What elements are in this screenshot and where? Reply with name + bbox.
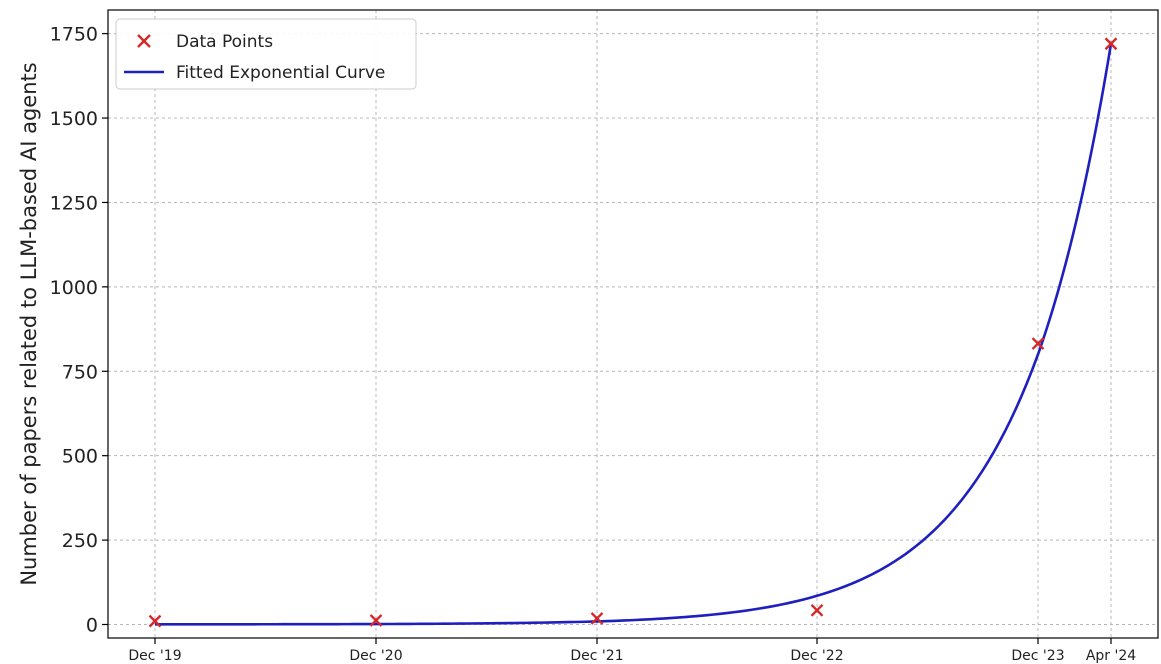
data-point — [1104, 37, 1118, 51]
y-tick-label: 0 — [86, 614, 98, 636]
y-axis-label: Number of papers related to LLM-based AI… — [17, 62, 41, 585]
y-tick-label: 500 — [62, 446, 98, 468]
fitted-curve-layer — [155, 43, 1113, 626]
data-point — [810, 603, 824, 617]
y-tick-label: 1000 — [50, 277, 98, 299]
legend-label-data-points: Data Points — [176, 32, 273, 52]
x-tick-label: Dec '20 — [349, 648, 402, 664]
x-tick-label: Dec '22 — [790, 648, 843, 664]
x-tick-label: Dec '19 — [128, 648, 181, 664]
y-tick-label: 750 — [62, 361, 98, 383]
y-tick-label: 1750 — [50, 24, 98, 46]
data-point — [148, 614, 162, 628]
data-point — [590, 612, 604, 625]
legend: Data Points Fitted Exponential Curve — [115, 18, 417, 90]
x-tick-label: Apr '24 — [1086, 648, 1136, 664]
y-tick-label: 1500 — [50, 108, 98, 130]
plot-frame — [107, 9, 1159, 639]
data-point — [1031, 337, 1045, 350]
data-point — [369, 614, 383, 627]
y-tick-label: 1250 — [50, 192, 98, 214]
y-tick-label: 250 — [62, 530, 98, 552]
legend-label-fitted-curve: Fitted Exponential Curve — [176, 63, 385, 83]
legend-marker-data-points — [137, 34, 151, 48]
y-axis: 0 250 500 750 1000 1250 1500 1750 — [50, 24, 108, 636]
data-points-layer — [148, 37, 1118, 628]
grid — [108, 10, 1158, 638]
x-axis: Dec '19 Dec '20 Dec '21 Dec '22 Dec '23 Apr '… — [128, 638, 1136, 664]
fitted-exponential-curve — [155, 43, 1113, 626]
legend-box — [115, 18, 417, 90]
x-tick-label: Dec '23 — [1011, 648, 1064, 664]
x-tick-label: Dec '21 — [570, 648, 623, 664]
